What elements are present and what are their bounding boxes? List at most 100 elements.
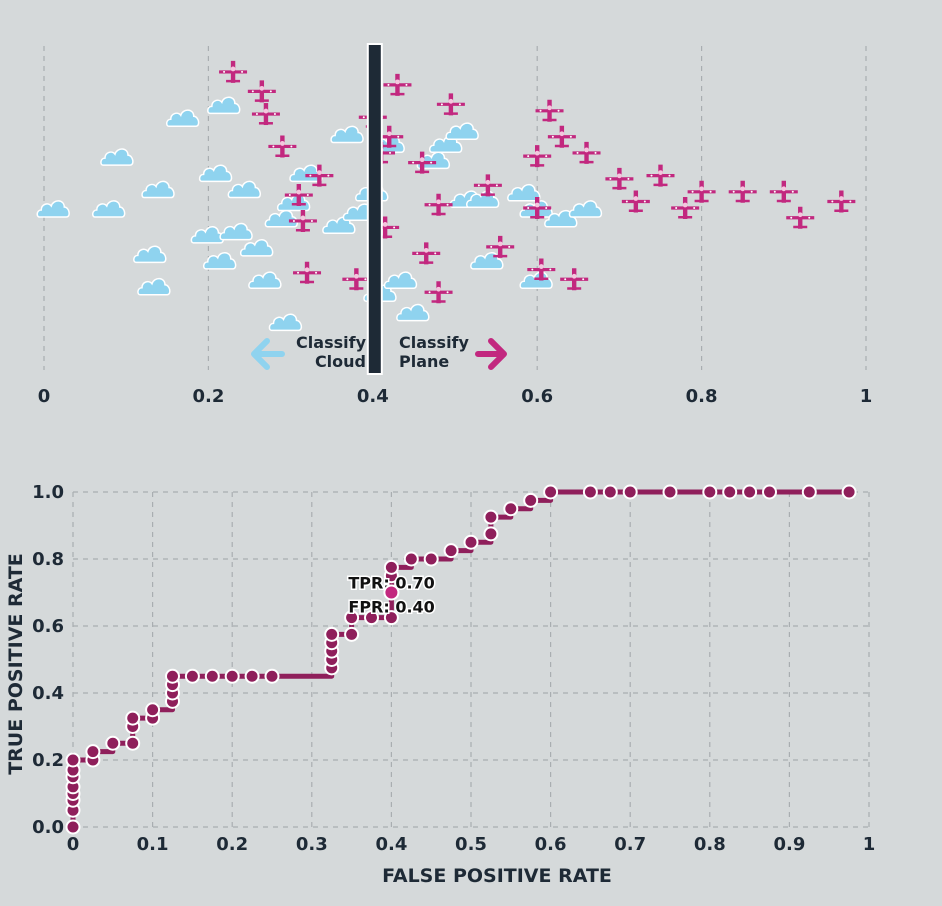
roc-y-tick-label: 0.6 bbox=[32, 616, 64, 637]
plane-icon bbox=[560, 268, 589, 291]
roc-x-tick-label: 0.5 bbox=[455, 834, 487, 855]
annotation-fpr: FPR: 0.40 bbox=[348, 598, 434, 617]
cloud-icon bbox=[248, 271, 282, 290]
plane-icon bbox=[646, 164, 675, 187]
roc-point bbox=[383, 559, 399, 575]
roc-point bbox=[702, 484, 718, 500]
roc-point bbox=[423, 551, 439, 567]
arrow-left-icon bbox=[251, 338, 285, 370]
roc-y-tick-label: 0.8 bbox=[32, 549, 64, 570]
roc-point bbox=[105, 735, 121, 751]
top-x-tick-label: 0.2 bbox=[192, 386, 224, 407]
roc-point bbox=[463, 534, 479, 550]
cloud-icon bbox=[330, 125, 364, 144]
plane-icon bbox=[436, 93, 465, 116]
roc-point bbox=[125, 735, 141, 751]
roc-chart: 0 0.1 0.2 0.3 0.4 0.5 0.6 0.7 0.8 0.9 1 0.00.20.40… bbox=[5, 482, 875, 887]
cloud-icon bbox=[91, 200, 126, 218]
roc-point bbox=[662, 484, 678, 500]
cloud-icon bbox=[100, 148, 134, 166]
threshold-bar[interactable] bbox=[366, 43, 383, 375]
roc-point bbox=[602, 484, 618, 500]
plane-icon bbox=[293, 261, 322, 284]
roc-y-tick-label: 1.0 bbox=[32, 482, 64, 503]
plane-icon bbox=[383, 73, 412, 96]
cloud-icon bbox=[445, 122, 479, 140]
plane-icon bbox=[535, 99, 564, 122]
plane-icon bbox=[728, 180, 757, 203]
top-x-tick-label: 0.8 bbox=[686, 386, 718, 407]
top-x-tick-label: 0 bbox=[38, 386, 51, 407]
cloud-icon bbox=[568, 200, 603, 218]
roc-point bbox=[224, 668, 240, 684]
roc-point bbox=[841, 484, 857, 500]
roc-point bbox=[543, 484, 559, 500]
roc-x-tick-label: 0.3 bbox=[296, 834, 328, 855]
roc-point bbox=[483, 526, 499, 542]
plane-icon bbox=[827, 190, 856, 213]
annotation-marker bbox=[383, 584, 400, 601]
roc-point bbox=[503, 501, 519, 517]
roc-point bbox=[443, 543, 459, 559]
roc-point bbox=[403, 551, 419, 567]
top-x-axis-ticks: 0 0.2 0.4 0.6 0.8 1 bbox=[38, 386, 873, 407]
cloud-icon bbox=[383, 271, 418, 290]
roc-point bbox=[523, 492, 539, 508]
classify-cloud-label-2: Cloud bbox=[315, 352, 366, 371]
roc-point bbox=[204, 668, 220, 684]
roc-point bbox=[184, 668, 200, 684]
roc-point bbox=[65, 819, 81, 835]
arrow-right-icon bbox=[475, 338, 507, 370]
annotation-tpr: TPR: 0.70 bbox=[348, 574, 434, 593]
roc-point bbox=[622, 484, 638, 500]
roc-x-tick-label: 0.7 bbox=[614, 834, 646, 855]
roc-point bbox=[244, 668, 260, 684]
roc-point bbox=[762, 484, 777, 500]
plane-icon bbox=[247, 80, 276, 103]
x-axis-label: FALSE POSITIVE RATE bbox=[382, 865, 612, 887]
cloud-icon bbox=[396, 303, 430, 322]
cloud-icon bbox=[219, 222, 253, 241]
roc-point bbox=[65, 752, 81, 768]
plane-icon bbox=[342, 268, 371, 291]
cloud-icon bbox=[141, 180, 175, 199]
roc-x-tick-label: 0.1 bbox=[137, 834, 169, 855]
plane-icon bbox=[251, 103, 280, 126]
plane-icon bbox=[523, 145, 552, 168]
plane-icon bbox=[424, 281, 453, 304]
threshold-panel: Classify Cloud Classify Plane 0 0.2 0.4 0.6… bbox=[36, 43, 873, 407]
classify-plane-label-1: Classify bbox=[399, 333, 470, 352]
cloud-icon bbox=[133, 245, 167, 264]
roc-point bbox=[145, 702, 161, 718]
roc-x-tick-label: 0.2 bbox=[216, 834, 248, 855]
plane-icon bbox=[412, 242, 441, 265]
plane-icon bbox=[288, 209, 317, 232]
roc-x-tick-label: 0 bbox=[67, 834, 80, 855]
cloud-icon bbox=[227, 180, 262, 199]
plane-icon bbox=[219, 60, 248, 83]
plane-icon bbox=[621, 190, 650, 213]
roc-point bbox=[483, 509, 499, 525]
roc-point bbox=[344, 610, 360, 626]
cloud-icon bbox=[268, 313, 303, 332]
plane-icon bbox=[605, 167, 634, 190]
cloud-icon bbox=[519, 271, 553, 290]
classify-cloud-label-1: Classify bbox=[296, 333, 367, 352]
plane-icon bbox=[473, 174, 502, 197]
top-x-tick-label: 1 bbox=[860, 386, 873, 407]
cloud-icon bbox=[165, 109, 200, 128]
roc-x-tick-label: 0.9 bbox=[773, 834, 805, 855]
cloud-icon bbox=[36, 200, 70, 218]
roc-point bbox=[582, 484, 598, 500]
roc-x-tick-label: 1 bbox=[863, 834, 876, 855]
cloud-icon bbox=[198, 164, 233, 183]
roc-point bbox=[364, 610, 379, 626]
plane-icon bbox=[424, 193, 453, 216]
classification-icons bbox=[36, 60, 856, 332]
cloud-icon bbox=[207, 96, 241, 115]
roc-y-axis-ticks: 0.0 0.2 0.4 0.6 0.8 1.0 bbox=[32, 482, 64, 838]
roc-x-tick-label: 0.4 bbox=[375, 834, 407, 855]
roc-point bbox=[264, 668, 280, 684]
roc-point bbox=[344, 626, 360, 642]
